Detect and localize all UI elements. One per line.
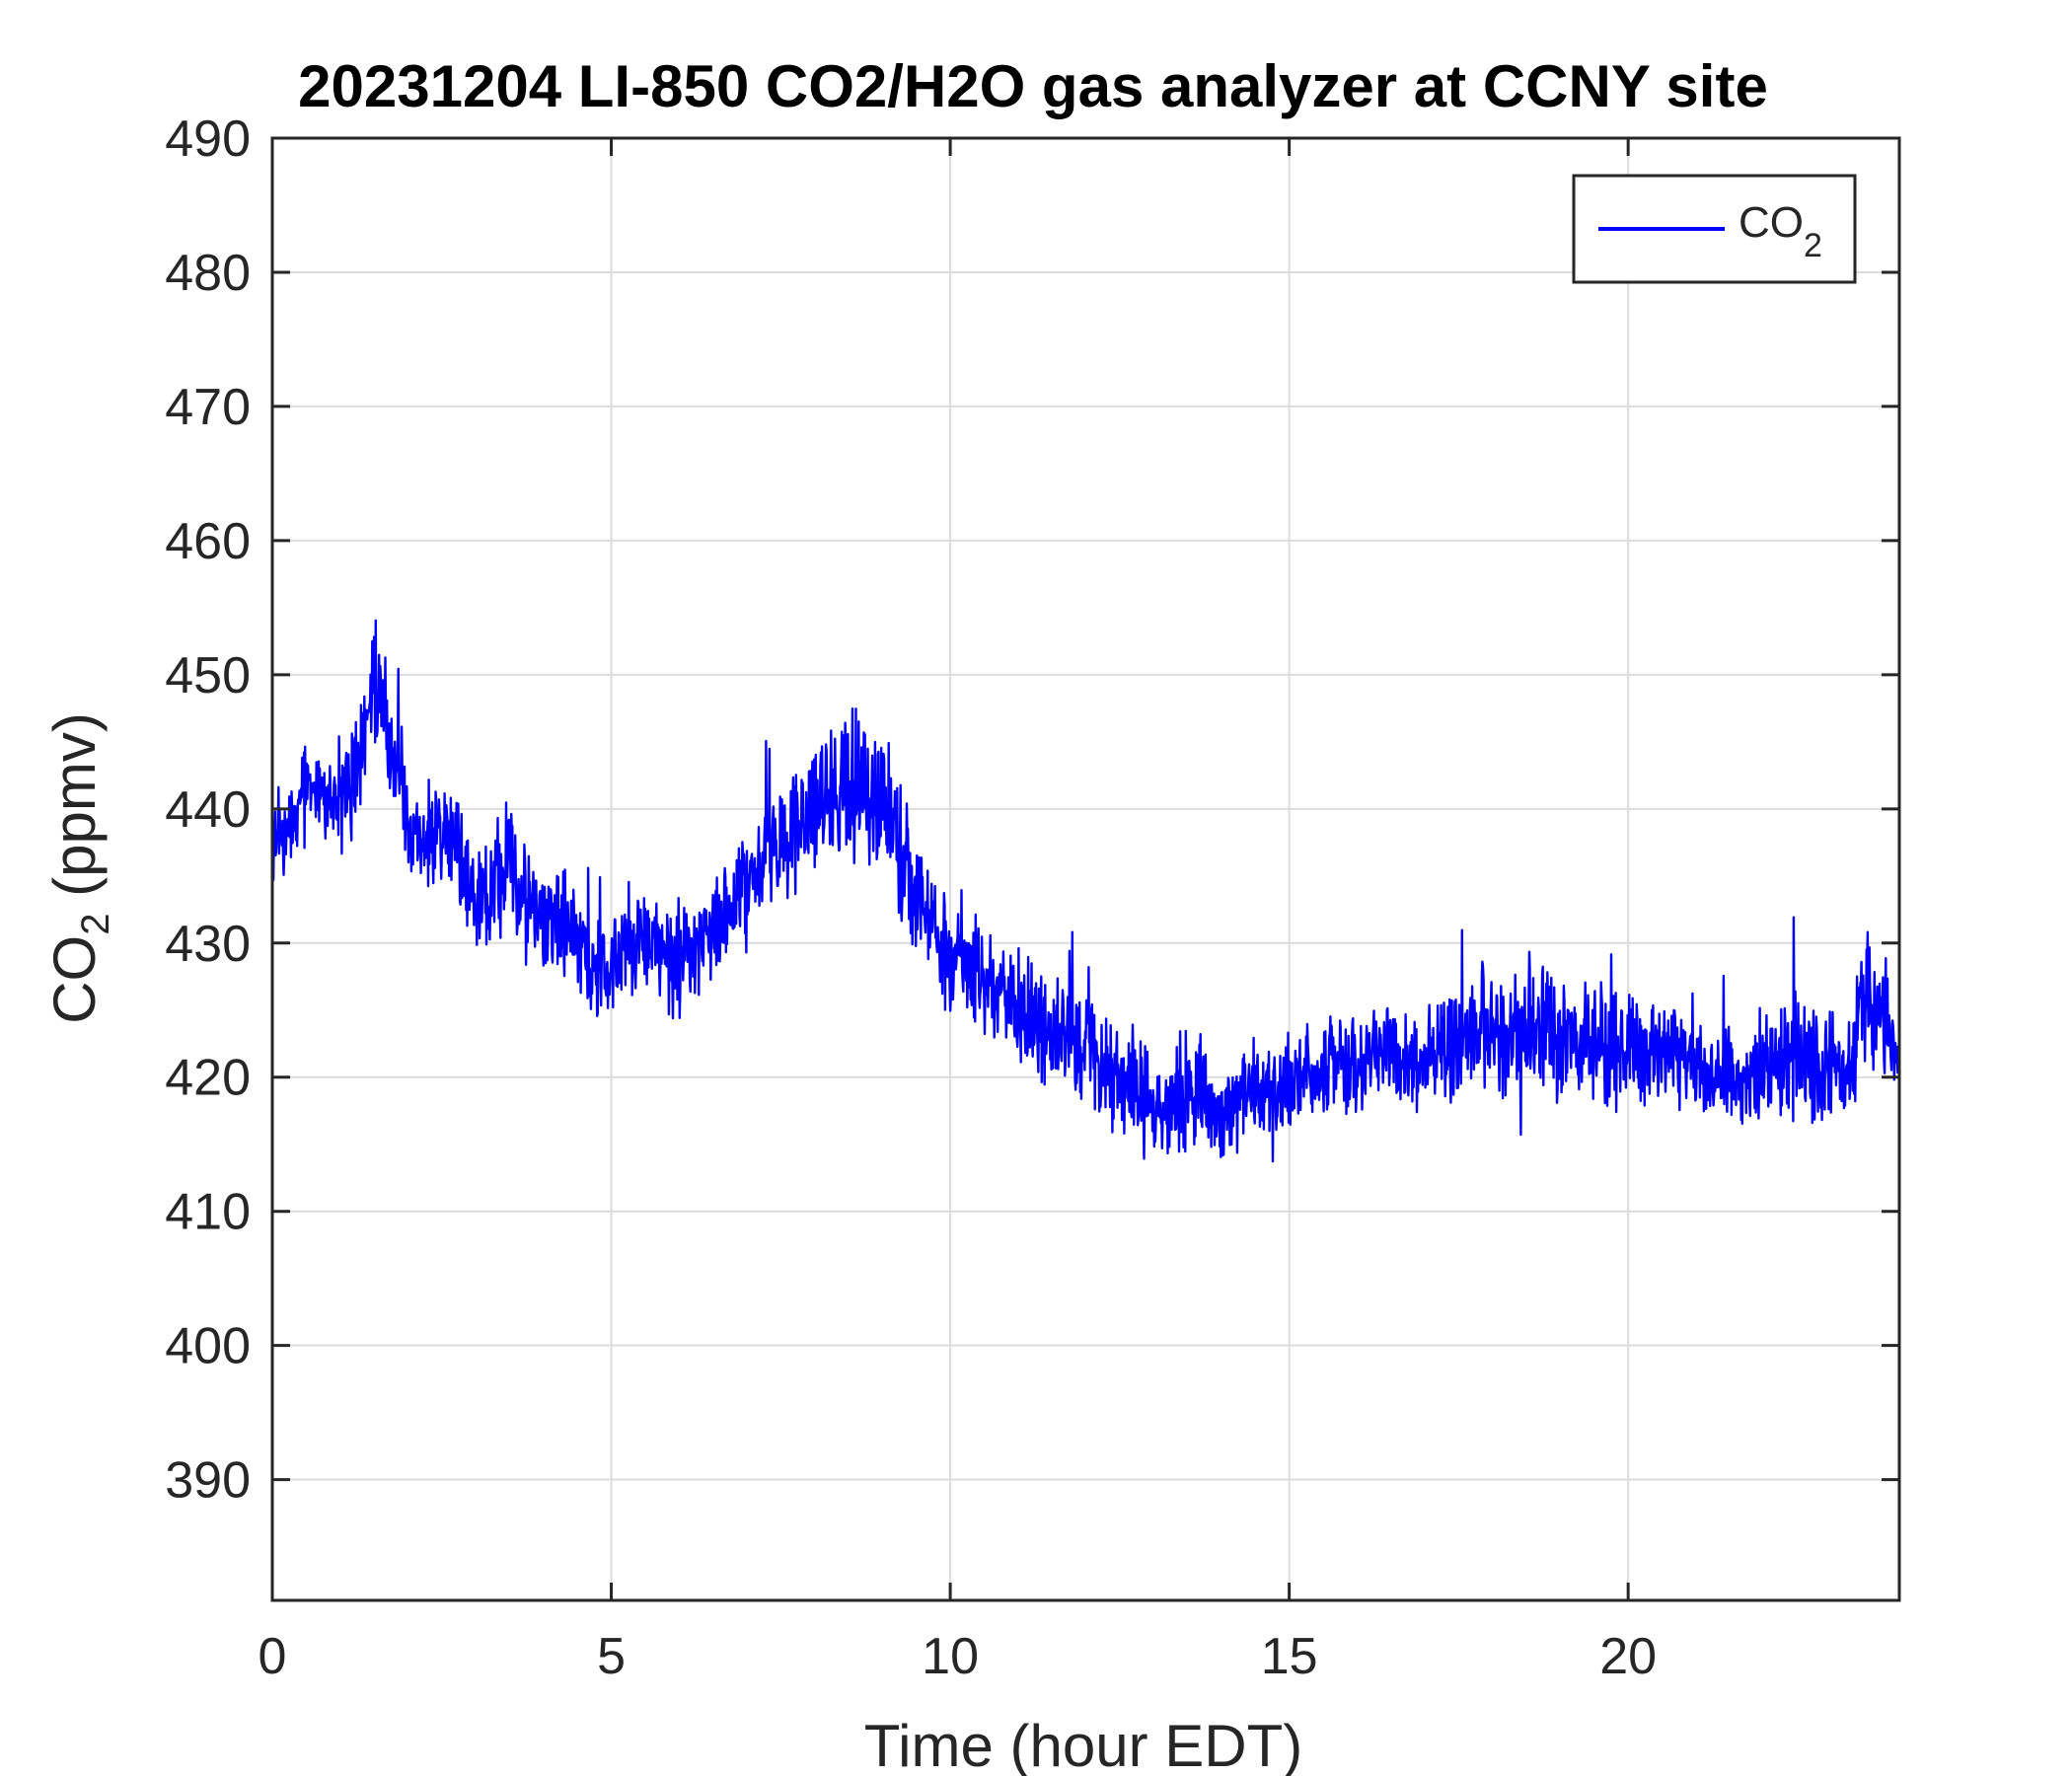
- y-tick-label: 480: [165, 245, 251, 302]
- grid-lines: [272, 138, 1899, 1600]
- tick-marks: [270, 136, 1899, 1600]
- x-axis-label: Time (hour EDT): [864, 1713, 1303, 1776]
- series-line-co2: [272, 619, 1899, 1163]
- y-tick-labels: 390 400 410 420 430 440 450 460 470 480 490: [165, 111, 251, 1510]
- y-tick-label: 430: [165, 916, 251, 973]
- y-tick-label: 390: [165, 1452, 251, 1510]
- x-tick-labels: 0 5 10 15 20: [259, 1628, 1658, 1685]
- y-tick-label: 440: [165, 781, 251, 839]
- x-tick-label: 0: [259, 1628, 287, 1685]
- y-tick-label: 470: [165, 379, 251, 436]
- y-axis-label: CO2 (ppmv): [41, 712, 117, 1024]
- x-tick-label: 5: [597, 1628, 626, 1685]
- legend-label-subscript: 2: [1804, 227, 1822, 264]
- y-tick-label: 420: [165, 1050, 251, 1107]
- y-tick-label: 400: [165, 1318, 251, 1375]
- x-tick-label: 10: [922, 1628, 979, 1685]
- axes-box: [270, 136, 1901, 1602]
- y-tick-label: 460: [165, 513, 251, 570]
- y-tick-label: 410: [165, 1184, 251, 1241]
- x-tick-label: 15: [1261, 1628, 1318, 1685]
- y-axis-label-subscript: 2: [74, 914, 117, 935]
- x-tick-label: 20: [1599, 1628, 1657, 1685]
- legend-label-main: CO: [1739, 198, 1804, 247]
- legend-label-co2: CO2: [1739, 198, 1822, 264]
- y-axis-label-main: CO: [41, 935, 108, 1024]
- legend: CO2: [1572, 174, 1857, 284]
- y-tick-label: 450: [165, 647, 251, 704]
- series-layer: [272, 619, 1899, 1163]
- y-axis-label-suffix: (ppmv): [41, 712, 108, 913]
- chart-title: 20231204 LI-850 CO2/H2O gas analyzer at …: [298, 53, 1768, 119]
- y-tick-label: 490: [165, 111, 251, 168]
